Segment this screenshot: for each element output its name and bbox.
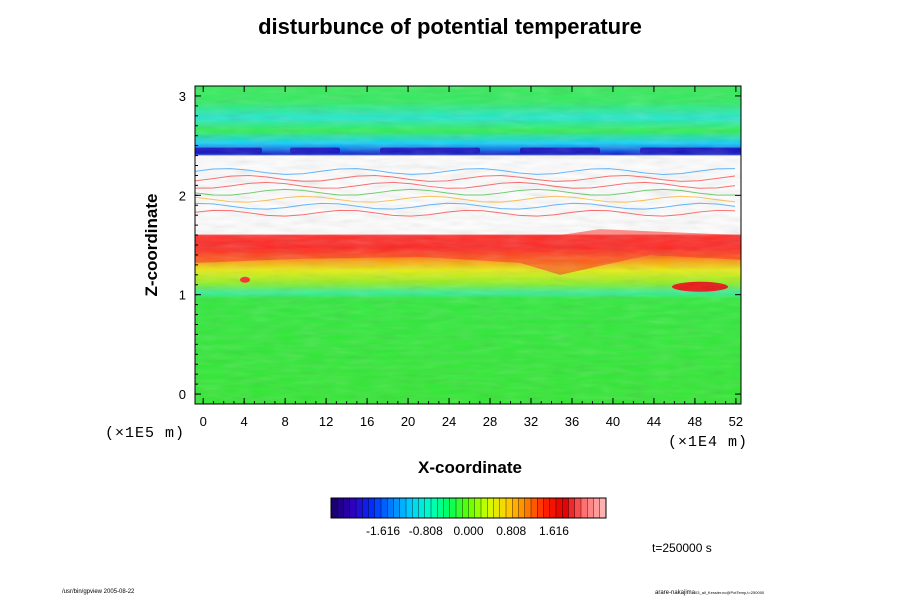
colorbar-segment: [593, 498, 601, 518]
colorbar-segment: [487, 498, 494, 518]
chart-title: disturbunce of potential temperature: [258, 14, 642, 39]
footer-source-sub: 03_all_Kessler.nc@PotTemp,t=250000: [695, 590, 765, 595]
colorbar-segment: [418, 498, 426, 518]
y-tick-label: 2: [179, 188, 186, 203]
x-tick-label: 20: [401, 414, 415, 429]
colorbar-segment: [337, 498, 344, 518]
y-tick-label: 1: [179, 288, 186, 303]
colorbar-segment: [518, 498, 526, 518]
colorbar-tick-label: 1.616: [539, 524, 569, 538]
colorbar-segment: [368, 498, 376, 518]
x-axis-label: X-coordinate: [418, 458, 522, 477]
colorbar-segment: [462, 498, 469, 518]
x-tick-label: 36: [565, 414, 579, 429]
colorbar-segment: [431, 498, 438, 518]
colorbar-segment: [374, 498, 382, 518]
colorbar-segment: [493, 498, 501, 518]
x-tick-label: 4: [241, 414, 248, 429]
colorbar-tick-label: -1.616: [366, 524, 400, 538]
time-label: t=250000 s: [652, 541, 712, 555]
footer-source: arare-nakajima03_all_Kessler.nc@PotTemp,…: [655, 590, 764, 596]
colorbar-tick-label: 0.808: [496, 524, 526, 538]
colorbar-segment: [581, 498, 588, 518]
colorbar-segment: [387, 498, 394, 518]
colorbar-segment: [524, 498, 532, 518]
x-tick-label: 24: [442, 414, 456, 429]
colorbar-segment: [562, 498, 569, 518]
x-tick-label: 8: [282, 414, 289, 429]
colorbar-segment: [349, 498, 357, 518]
colorbar-segment: [549, 498, 557, 518]
colorbar-segment: [574, 498, 582, 518]
texture: [195, 86, 741, 404]
x-tick-label: 52: [729, 414, 743, 429]
colorbar-segment: [412, 498, 419, 518]
colorbar-segment: [456, 498, 463, 518]
colorbar-segment: [399, 498, 407, 518]
colorbar-segment: [406, 498, 413, 518]
x-axis: 0 4 8 12 16 20 24 28 32 36 40 44 48 52: [200, 86, 743, 429]
colorbar-segment: [362, 498, 369, 518]
colorbar-tick-label: 0.000: [453, 524, 483, 538]
x-tick-label: 16: [360, 414, 374, 429]
colorbar-segment: [343, 498, 351, 518]
colorbar-segment: [568, 498, 576, 518]
footer-source-main: arare-nakajima: [655, 590, 696, 596]
colorbar-segment: [481, 498, 488, 518]
colorbar-segment: [512, 498, 519, 518]
colorbar-segment: [356, 498, 363, 518]
colorbar-segment: [474, 498, 482, 518]
x-tick-label: 44: [647, 414, 661, 429]
y-tick-label: 3: [179, 89, 186, 104]
colorbar-segment: [543, 498, 551, 518]
colorbar-segment: [443, 498, 451, 518]
y-axis-label: Z-coordinate: [142, 193, 161, 297]
colorbar-segment: [424, 498, 432, 518]
x-tick-label: 12: [319, 414, 333, 429]
colorbar-tick-label: -0.808: [409, 524, 443, 538]
colorbar-segment: [381, 498, 388, 518]
colorbar: -1.616 -0.808 0.000 0.808 1.616: [330, 497, 607, 538]
colorbar-segment: [556, 498, 563, 518]
y-axis-unit: (×1E5 m): [105, 425, 186, 442]
x-tick-label: 32: [524, 414, 538, 429]
colorbar-segment: [393, 498, 401, 518]
y-axis: 0 1 2 3: [179, 89, 741, 402]
x-tick-label: 0: [200, 414, 207, 429]
colorbar-segment: [449, 498, 457, 518]
colorbar-segment: [499, 498, 507, 518]
colorbar-segment: [531, 498, 538, 518]
colorbar-segment: [537, 498, 544, 518]
y-tick-label: 0: [179, 387, 186, 402]
colorbar-segment: [599, 498, 607, 518]
colorbar-segment: [468, 498, 476, 518]
footer-command: /usr/bin/gpview 2005-08-22: [62, 589, 135, 595]
colorbar-segment: [587, 498, 594, 518]
x-tick-label: 40: [606, 414, 620, 429]
colorbar-segment: [506, 498, 513, 518]
x-tick-label: 48: [688, 414, 702, 429]
colorbar-frame: [330, 497, 607, 519]
colorbar-segment: [437, 498, 444, 518]
heatmap-field: [195, 86, 741, 404]
x-axis-unit: (×1E4 m): [668, 434, 749, 451]
colorbar-segment: [331, 498, 338, 518]
x-tick-label: 28: [483, 414, 497, 429]
